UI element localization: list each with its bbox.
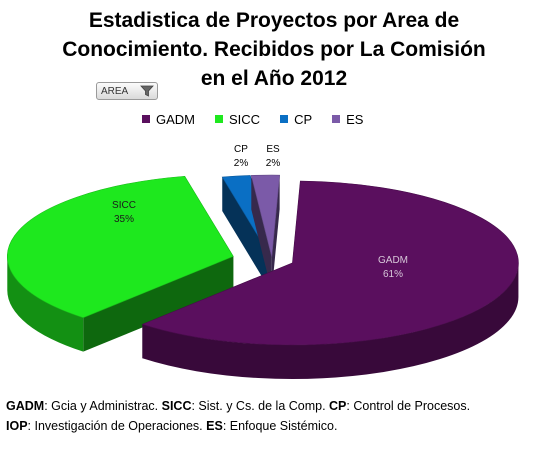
legend-item-es: ES xyxy=(332,112,363,127)
abbreviation-footnote: GADM: Gcia y Administrac. SICC: Sist. y … xyxy=(6,396,546,436)
footnote-line-2: IOP: Investigación de Operaciones. ES: E… xyxy=(6,416,546,436)
footnote-text-sicc: : Sist. y Cs. de la Comp. xyxy=(191,399,330,413)
legend-item-sicc: SICC xyxy=(215,112,260,127)
legend-swatch-gadm xyxy=(142,115,150,123)
pie-slice-wall-cp-0 xyxy=(222,177,271,292)
footnote-text-iop: : Investigación de Operaciones. xyxy=(27,419,207,433)
footnote-text-es: : Enfoque Sistémico. xyxy=(222,419,338,433)
pie-slice-wall-es-1 xyxy=(271,175,280,292)
data-label-value-sicc: 35% xyxy=(114,214,134,225)
data-label-value-es: 2% xyxy=(266,158,281,169)
pie-slice-gadm xyxy=(141,180,519,379)
pie-slice-top-es xyxy=(250,174,280,258)
footnote-text-cp: : Control de Procesos. xyxy=(346,399,471,413)
footnote-abbr-iop: IOP xyxy=(6,419,28,433)
legend-label-cp: CP xyxy=(294,111,313,127)
filter-dropdown-icon xyxy=(140,85,154,97)
footnote-text-gadm: : Gcia y Administrac. xyxy=(44,399,162,413)
chart-title-line-1: Estadistica de Proyectos por Area de xyxy=(88,9,460,32)
data-label-name-gadm: GADM xyxy=(378,255,408,266)
footnote-line-1: GADM: Gcia y Administrac. SICC: Sist. y … xyxy=(6,396,546,416)
data-label-value-cp: 2% xyxy=(234,158,249,169)
footnote-abbr-sicc: SICC xyxy=(161,399,192,413)
legend-item-gadm: GADM xyxy=(142,112,195,127)
pie-slice-rim-sicc-0 xyxy=(7,256,84,352)
pie-slice-es xyxy=(250,174,280,292)
pie-slice-rim-gadm-0 xyxy=(142,262,519,379)
legend-label-sicc: SICC xyxy=(229,111,261,127)
chart-title-line-3: en el Año 2012 xyxy=(200,67,348,90)
data-label-name-cp: CP xyxy=(234,144,248,155)
pie-slice-wall-es-0 xyxy=(251,175,272,292)
pie-slice-wall-sicc-0 xyxy=(83,256,234,352)
legend-swatch-sicc xyxy=(215,115,223,123)
pie-slice-sicc xyxy=(7,175,234,352)
footnote-abbr-cp: CP xyxy=(329,399,347,413)
legend-label-es: ES xyxy=(346,111,364,127)
data-label-name-es: ES xyxy=(266,144,280,155)
pie-slice-top-sicc xyxy=(7,175,234,318)
data-label-name-sicc: SICC xyxy=(112,200,136,211)
pie-slice-top-gadm xyxy=(141,180,519,346)
footnote-abbr-es: ES xyxy=(206,419,223,433)
legend-swatch-es xyxy=(332,115,341,123)
chart-title: Estadistica de Proyectos por Area de Con… xyxy=(40,6,508,93)
chart-legend: GADM SICC CP ES xyxy=(142,110,363,128)
legend-item-cp: CP xyxy=(280,112,312,127)
pie-chart: GADM 61% SICC 35% CP 2% ES 2% xyxy=(7,144,519,379)
chart-title-line-2: Conocimiento. Recibidos por La Comisión xyxy=(62,38,486,61)
data-label-value-gadm: 61% xyxy=(383,269,403,280)
legend-label-gadm: GADM xyxy=(156,111,195,127)
area-filter-button[interactable]: AREA xyxy=(96,82,158,100)
area-filter-label: AREA xyxy=(101,85,129,97)
legend-swatch-cp xyxy=(280,115,289,123)
footnote-abbr-gadm: GADM xyxy=(6,399,45,413)
